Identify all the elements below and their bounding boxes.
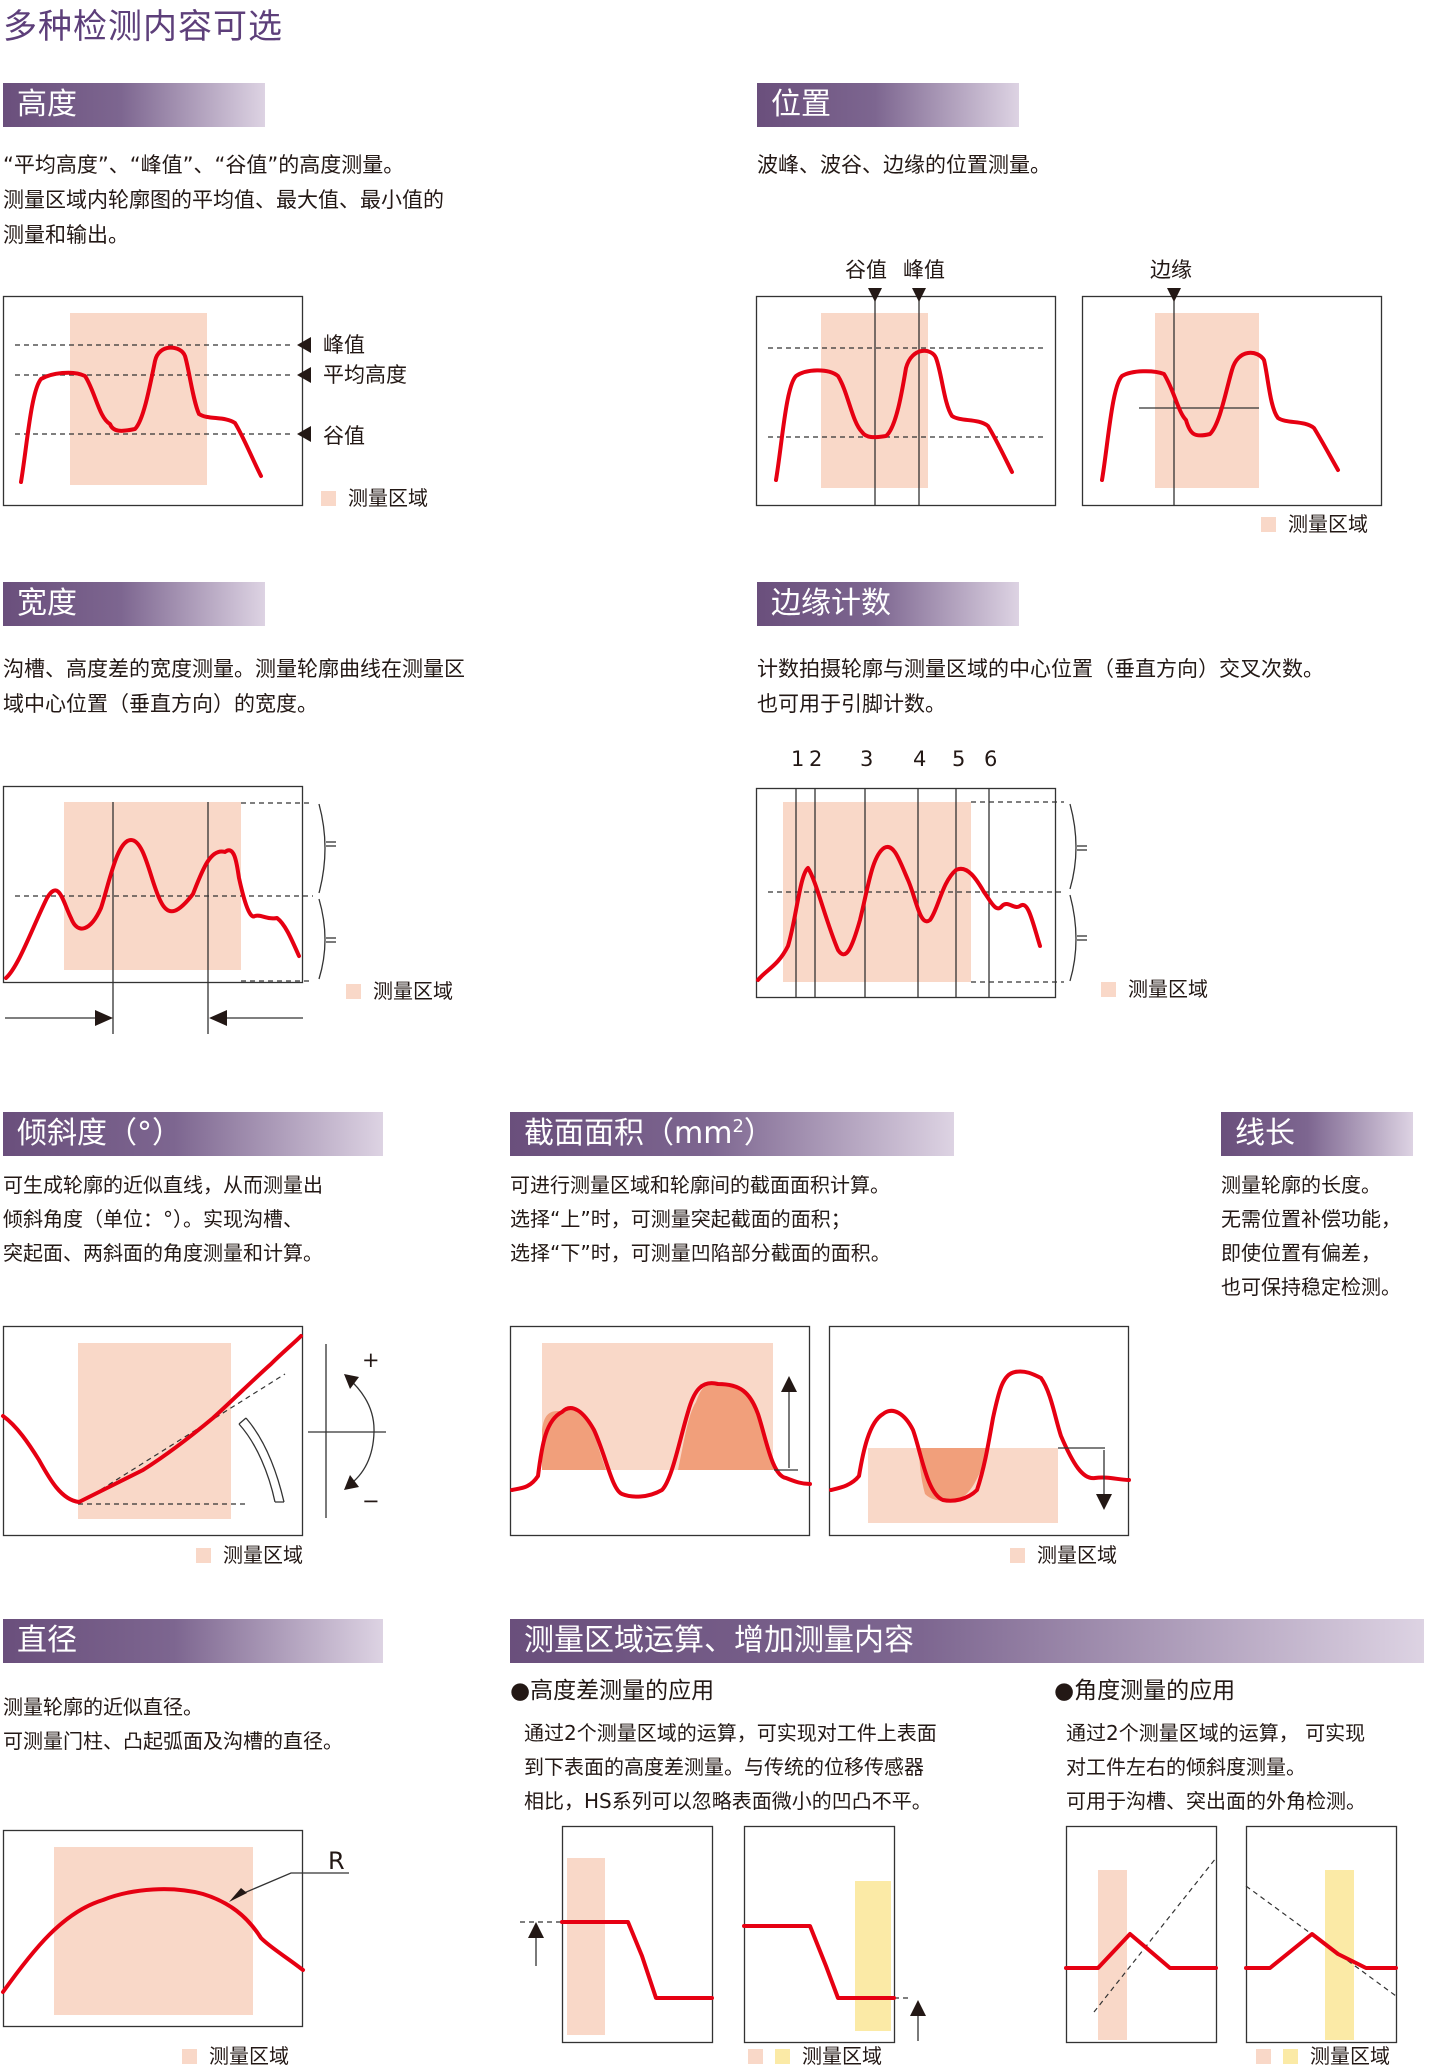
- diameter-description: 测量轮廓的近似直径。 可测量门柱、凸起弧面及沟槽的直径。: [3, 1695, 343, 1753]
- title-suffix: ）: [743, 1116, 774, 1151]
- label-average-height: 平均高度: [323, 363, 407, 387]
- legend-measurement-area: 测量区域: [1101, 976, 1208, 1002]
- count-label: 3: [860, 747, 874, 771]
- title-text: 截面面积（mm: [524, 1116, 733, 1151]
- line-length-description: 测量轮廓的长度。 无需位置补偿功能， 即使位置有偏差， 也可保持稳定检测。: [1221, 1173, 1401, 1299]
- legend-label: 测量区域: [802, 2044, 882, 2068]
- legend-swatch-area-2: [775, 2048, 790, 2064]
- inclination-description: 可生成轮廓的近似直线，从而测量出 倾斜角度（单位：°）。实现沟槽、 突起面、两斜…: [3, 1173, 323, 1265]
- legend-two-areas: 测量区域: [748, 2043, 882, 2069]
- section-header-area-calculation: 测量区域运算、增加测量内容: [510, 1619, 1424, 1663]
- legend-label: 测量区域: [1037, 1543, 1117, 1567]
- legend-label: 测量区域: [223, 1543, 303, 1567]
- section-header-line-length: 线长: [1221, 1112, 1413, 1156]
- count-label: 5: [952, 747, 966, 771]
- legend-label: 测量区域: [373, 979, 453, 1003]
- legend-measurement-area: 测量区域: [1261, 511, 1368, 537]
- position-description: 波峰、波谷、边缘的位置测量。: [757, 153, 1051, 177]
- section-header-cross-section-area: 截面面积（mm2）: [510, 1112, 954, 1156]
- diameter-diagram: [1, 1829, 349, 2028]
- cross-section-upper-diagram: [509, 1325, 812, 1537]
- label-peak: 峰值: [903, 258, 945, 282]
- section-header-edge-count: 边缘计数: [757, 582, 1019, 626]
- legend-label: 测量区域: [209, 2044, 289, 2068]
- legend-swatch: [1261, 516, 1276, 532]
- legend-measurement-area: 测量区域: [321, 485, 428, 511]
- count-label: 6: [984, 747, 998, 771]
- legend-label: 测量区域: [1310, 2044, 1390, 2068]
- count-label: 4: [913, 747, 927, 771]
- cross-section-lower-diagram: [828, 1325, 1131, 1537]
- height-diagram: [2, 295, 304, 507]
- legend-swatch: [1101, 981, 1116, 997]
- legend-swatch-area-2: [1283, 2048, 1298, 2064]
- inclination-diagram: [1, 1325, 386, 1537]
- legend-measurement-area: 测量区域: [196, 1542, 303, 1568]
- position-diagram-edge: [1081, 288, 1383, 507]
- label-valley: 谷值: [323, 424, 365, 448]
- legend-measurement-area: 测量区域: [346, 978, 453, 1004]
- cross-section-description: 可进行测量区域和轮廓间的截面面积计算。 选择“上”时，可测量突起截面的面积； 选…: [510, 1173, 891, 1265]
- count-label: 1: [791, 747, 805, 771]
- height-diff-description: 通过2个测量区域的运算，可实现对工件上表面 到下表面的高度差测量。与传统的位移传…: [524, 1721, 937, 1813]
- section-header-position: 位置: [757, 83, 1019, 127]
- label-radius: R: [328, 1847, 345, 1875]
- position-diagram-peak-valley: [755, 288, 1057, 507]
- angle-app-title: ●角度测量的应用: [1054, 1678, 1236, 1704]
- legend-swatch-area-1: [748, 2048, 763, 2064]
- legend-swatch: [1010, 1547, 1025, 1563]
- section-header-inclination: 倾斜度（°）: [3, 1112, 383, 1156]
- legend-label: 测量区域: [348, 486, 428, 510]
- height-diff-title: ●高度差测量的应用: [510, 1678, 715, 1704]
- page-title: 多种检测内容可选: [3, 7, 283, 47]
- angle-app-description: 通过2个测量区域的运算， 可实现 对工件左右的倾斜度测量。 可用于沟槽、突出面的…: [1066, 1721, 1366, 1813]
- height-description: “平均高度”、“峰值”、“谷值”的高度测量。 测量区域内轮廓图的平均值、最大值、…: [3, 153, 444, 247]
- legend-measurement-area: 测量区域: [1010, 1542, 1117, 1568]
- title-superscript: 2: [732, 1116, 744, 1137]
- edge-count-diagram: [755, 787, 1087, 999]
- count-label: 2: [809, 747, 823, 771]
- legend-swatch: [182, 2048, 197, 2064]
- angle-plus-sign: +: [362, 1348, 380, 1372]
- legend-label: 测量区域: [1128, 977, 1208, 1001]
- legend-swatch-area-1: [1256, 2048, 1271, 2064]
- height-markers: [297, 337, 311, 442]
- angle-app-diagrams: [1064, 1825, 1398, 2044]
- height-diff-diagrams: [520, 1825, 926, 2044]
- legend-swatch: [196, 1547, 211, 1563]
- legend-swatch: [346, 983, 361, 999]
- legend-swatch: [321, 490, 336, 506]
- label-valley: 谷值: [845, 258, 887, 282]
- legend-two-areas: 测量区域: [1256, 2043, 1390, 2069]
- width-description: 沟槽、高度差的宽度测量。测量轮廓曲线在测量区 域中心位置（垂直方向）的宽度。: [3, 657, 465, 716]
- section-header-width: 宽度: [3, 582, 265, 626]
- legend-measurement-area: 测量区域: [182, 2043, 289, 2069]
- edge-count-description: 计数拍摄轮廓与测量区域的中心位置（垂直方向）交叉次数。 也可用于引脚计数。: [757, 657, 1324, 716]
- width-diagram: [2, 785, 336, 1034]
- angle-minus-sign: −: [362, 1489, 380, 1513]
- label-edge: 边缘: [1150, 258, 1192, 282]
- legend-label: 测量区域: [1288, 512, 1368, 536]
- section-header-height: 高度: [3, 83, 265, 127]
- label-peak: 峰值: [323, 333, 365, 357]
- section-header-diameter: 直径: [3, 1619, 383, 1663]
